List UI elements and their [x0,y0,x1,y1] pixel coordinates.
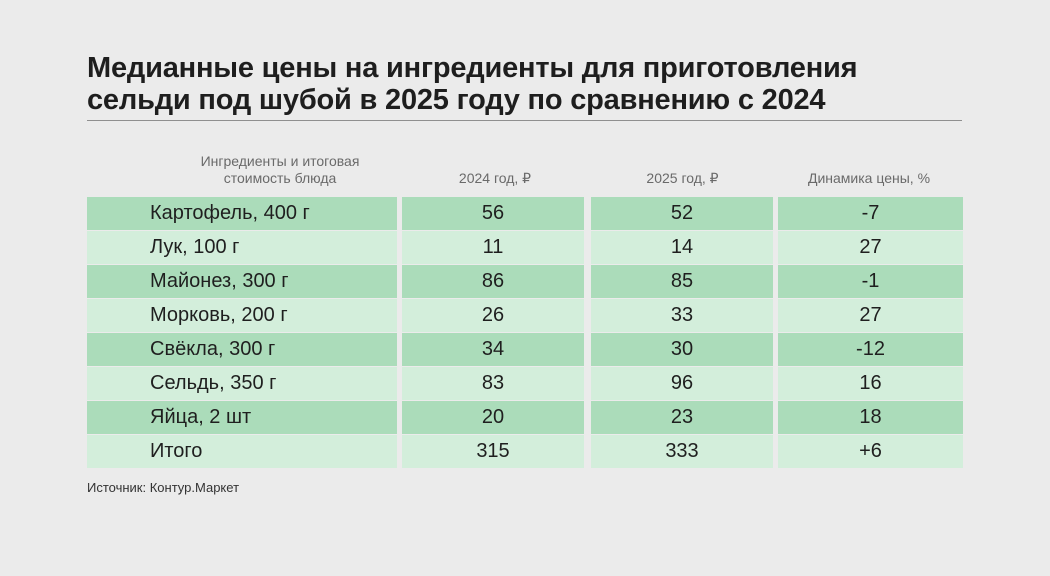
price-2024-cell: 20 [402,401,584,434]
ingredient-cell: Майонез, 300 г [87,265,397,298]
table-row-total: Итого 315 333 +6 [87,435,963,469]
dynamics-cell: 18 [778,401,963,434]
dynamics-cell: 27 [778,299,963,332]
price-2024-cell: 11 [402,231,584,264]
header-price-2025: 2025 год, ₽ [646,170,719,186]
price-2025-cell: 14 [591,231,773,264]
price-2024-cell: 26 [402,299,584,332]
table-row: Яйца, 2 шт 20 23 18 [87,401,963,435]
dynamics-cell: -7 [778,197,963,230]
chart-title-line-2: сельди под шубой в 2025 году по сравнени… [87,84,826,116]
table-row: Картофель, 400 г 56 52 -7 [87,197,963,231]
table-row: Лук, 100 г 11 14 27 [87,231,963,265]
header-ingredient: Ингредиенты и итоговая стоимость блюда [160,153,400,187]
source-note: Источник: Контур.Маркет [87,480,240,495]
chart-title: Медианные цены на ингредиенты для пригот… [87,52,967,116]
ingredient-cell: Лук, 100 г [87,231,397,264]
price-2025-cell: 333 [591,435,773,468]
ingredient-cell: Морковь, 200 г [87,299,397,332]
price-2024-cell: 315 [402,435,584,468]
header-dynamics: Динамика цены, % [807,170,931,186]
table-row: Сельдь, 350 г 83 96 16 [87,367,963,401]
table-row: Майонез, 300 г 86 85 -1 [87,265,963,299]
header-price-2024: 2024 год, ₽ [458,170,532,186]
price-2025-cell: 30 [591,333,773,366]
ingredient-cell: Картофель, 400 г [87,197,397,230]
dynamics-cell: 27 [778,231,963,264]
price-2024-cell: 83 [402,367,584,400]
price-2024-cell: 34 [402,333,584,366]
header-ingredient-line-1: Ингредиенты и итоговая [200,153,360,169]
table-row: Морковь, 200 г 26 33 27 [87,299,963,333]
title-divider [87,120,962,121]
price-2024-cell: 86 [402,265,584,298]
dynamics-cell: -12 [778,333,963,366]
price-table: Картофель, 400 г 56 52 -7 Лук, 100 г 11 14 27 Ма… [87,197,963,469]
price-2025-cell: 96 [591,367,773,400]
chart-title-line-1: Медианные цены на ингредиенты для пригот… [87,52,858,84]
dynamics-cell: +6 [778,435,963,468]
header-ingredient-line-2: стоимость блюда [223,170,337,186]
price-2025-cell: 85 [591,265,773,298]
dynamics-cell: 16 [778,367,963,400]
ingredient-cell: Сельдь, 350 г [87,367,397,400]
ingredient-cell: Свёкла, 300 г [87,333,397,366]
price-2025-cell: 23 [591,401,773,434]
price-2025-cell: 33 [591,299,773,332]
ingredient-cell: Итого [87,435,397,468]
dynamics-cell: -1 [778,265,963,298]
ingredient-cell: Яйца, 2 шт [87,401,397,434]
table-row: Свёкла, 300 г 34 30 -12 [87,333,963,367]
price-2025-cell: 52 [591,197,773,230]
price-2024-cell: 56 [402,197,584,230]
